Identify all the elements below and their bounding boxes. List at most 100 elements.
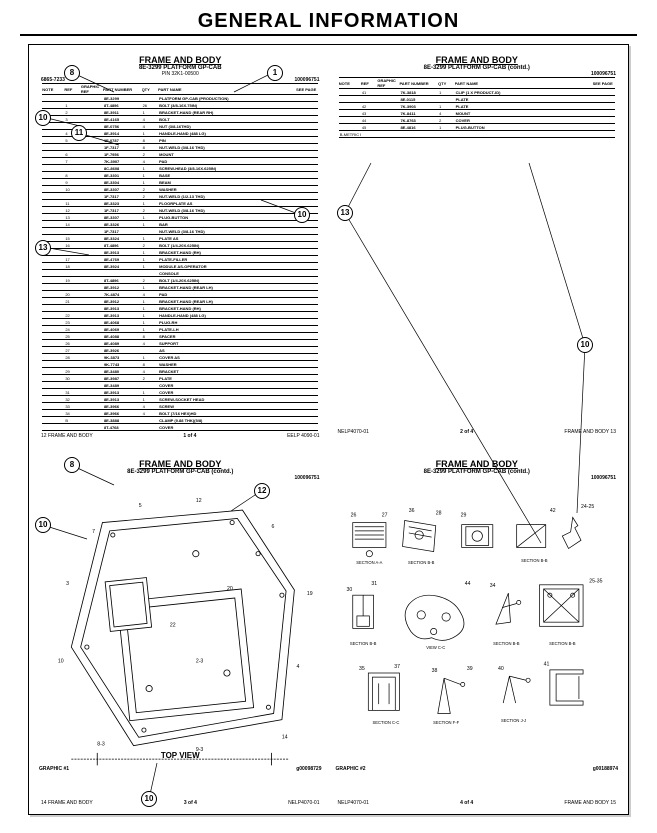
- page: GENERAL INFORMATION 8 1 10 11 13: [0, 0, 657, 833]
- svg-text:30: 30: [346, 587, 352, 593]
- table-row: 77K-39074PAD: [42, 158, 318, 165]
- callout-8: 8: [64, 65, 80, 81]
- p2-foot-l: NELP4070-01: [338, 429, 369, 435]
- table-row: 248E-40691PLATE-LH: [42, 326, 318, 333]
- table-row: 228E-39131HANDLE-HAND (488 LG): [42, 312, 318, 319]
- p2-foot-r: FRAME AND BODY 13: [564, 429, 616, 435]
- panel-4: FRAME AND BODY 8E-3299 PLATFORM GP-CAB (…: [332, 459, 623, 804]
- table-row: 188E-39241MODULE AS-OPERATOR: [42, 263, 318, 270]
- p3-foot-l: 14 FRAME AND BODY: [41, 800, 93, 806]
- svg-text:SECTION B-B: SECTION B-B: [407, 560, 434, 565]
- table-row: 298E-34804BRACKET: [42, 368, 318, 375]
- table-row: 338E-39664SCREW: [42, 403, 318, 410]
- table-row: 28E-39111BRACKET-HAND (REAR RH): [42, 109, 318, 116]
- svg-text:VIEW C-C: VIEW C-C: [426, 645, 445, 650]
- table-row: 8E-3489COVER: [42, 382, 318, 389]
- p4-foot-c: 4 of 4: [460, 800, 473, 806]
- table-row: 8E-39121BRACKET-HAND (REAR LH): [42, 284, 318, 291]
- parts-table-2: NOTEREFGRAPHIC REFPART NUMBERQTYPART NAM…: [339, 77, 615, 138]
- panel1-title: FRAME AND BODY: [35, 55, 326, 65]
- table-row: 18T-489626BOLT (3/8-16X.75IN): [42, 102, 318, 109]
- svg-text:36: 36: [408, 508, 414, 514]
- svg-text:SECTION B-B: SECTION B-B: [349, 641, 376, 646]
- table-row: 238E-40681PLUG-RH: [42, 319, 318, 326]
- table-row: 218E-39121BRACKET-HAND (REAR LH): [42, 298, 318, 305]
- table-row: 427K-39031PLATE: [339, 103, 615, 110]
- panel2-title: FRAME AND BODY: [332, 55, 623, 65]
- graphic-code-2: g00188974: [593, 766, 618, 772]
- table-row: 118E-33231FLOORPLATE AS: [42, 200, 318, 207]
- svg-text:6: 6: [272, 524, 275, 530]
- svg-text:27: 27: [381, 512, 387, 518]
- p2-foot-c: 2 of 4: [460, 429, 473, 435]
- table-row: 121F-73172NUT-WELD (3/8-16 THD): [42, 207, 318, 214]
- table-row: 1F-73178NUT-WELD (3/8-16 THD): [42, 144, 318, 151]
- table-row: 308E-39872PLATE: [42, 375, 318, 382]
- svg-text:28: 28: [435, 510, 441, 516]
- graphic-1-label: GRAPHIC #1: [39, 766, 69, 772]
- callout-13b: 13: [337, 205, 353, 221]
- panel-2: FRAME AND BODY 8E-3299 PLATFORM GP-CAB (…: [332, 55, 623, 435]
- panel-1: FRAME AND BODY 8E-3299 PLATFORM GP-CAB P…: [35, 55, 326, 435]
- svg-text:SECTION A-A: SECTION A-A: [356, 560, 382, 565]
- table-row: 1F-73172NUT-WELD (1/2-13 THD): [42, 193, 318, 200]
- callout-12: 12: [254, 483, 270, 499]
- table-row: 447K-87632COVER: [339, 117, 615, 124]
- table-row: 258E-40888SPACER: [42, 333, 318, 340]
- callout-8b: 8: [64, 457, 80, 473]
- sections-svg: SECTION A-A SECTION B-B SECTION B-B SECT…: [332, 481, 623, 782]
- table-row: 158E-33241PLATE AS: [42, 235, 318, 242]
- callout-1: 1: [267, 65, 283, 81]
- svg-text:25-35: 25-35: [589, 579, 602, 585]
- svg-text:35: 35: [358, 666, 364, 672]
- table-row: 278E-3926AS: [42, 347, 318, 354]
- svg-text:37: 37: [394, 664, 400, 670]
- panel4-footer: NELP4070-01 4 of 4 FRAME AND BODY 15: [332, 798, 623, 806]
- title-underline: [20, 34, 637, 36]
- svg-text:34: 34: [489, 583, 495, 589]
- table-row: 458E-48161PLUG-BUTTON: [339, 124, 615, 131]
- table-row: 8C-86081SCREW-HEAD (3/8-16X.625IN): [42, 165, 318, 172]
- table-row: 108E-33072WASHER: [42, 186, 318, 193]
- svg-text:14: 14: [282, 734, 288, 740]
- p3-foot-c: 3 of 4: [184, 800, 197, 806]
- graphic-code-1: g00098729: [296, 766, 321, 772]
- content-box: 8 1 10 11 13 10 13 10 8 10 12 10 FRAME A…: [28, 44, 629, 815]
- callout-10a: 10: [35, 110, 51, 126]
- callout-13a: 13: [35, 240, 51, 256]
- table-row: 61F-79562MOUNT: [42, 151, 318, 158]
- svg-text:4: 4: [296, 664, 299, 670]
- svg-text:41: 41: [543, 662, 549, 668]
- svg-text:20: 20: [227, 586, 233, 592]
- panel1-footer: 12 FRAME AND BODY 1 of 4 EELP 4090-01: [35, 431, 326, 439]
- table-row: 168T-48962BOLT (1/4-20X.625IN): [42, 242, 318, 249]
- table-row: 289K-38731COVER AS: [42, 354, 318, 361]
- table-row: 88E-33011BASE: [42, 172, 318, 179]
- svg-text:22: 22: [170, 622, 176, 628]
- p1-foot-l: 12 FRAME AND BODY: [41, 433, 93, 439]
- p1-foot-r: EELP 4090-01: [287, 433, 319, 439]
- svg-text:5: 5: [139, 503, 142, 509]
- svg-text:29: 29: [460, 512, 466, 518]
- svg-text:26: 26: [350, 512, 356, 518]
- svg-text:2-3: 2-3: [196, 659, 204, 665]
- table-row: 98E-33041BEAM: [42, 179, 318, 186]
- table-row: 348E-39664BOLT (7/16 HEX)HD: [42, 410, 318, 417]
- callout-10b: 10: [294, 207, 310, 223]
- drawing-top-view: 512 619 414 9-38-3 103 722 2-320 TOP: [35, 481, 326, 782]
- table-row: 148E-33261BAR: [42, 221, 318, 228]
- table-row: B-METRIC PART: [339, 131, 615, 138]
- drawing-sections: SECTION A-A SECTION B-B SECTION B-B SECT…: [332, 481, 623, 782]
- table-row: 138E-33071PLUG-BUTTON: [42, 214, 318, 221]
- callout-10d: 10: [35, 517, 51, 533]
- topview-svg: 512 619 414 9-38-3 103 722 2-320: [35, 481, 326, 782]
- table-row: 328E-39131SCREW-SOCKET HEAD: [42, 396, 318, 403]
- svg-text:8-3: 8-3: [97, 742, 105, 748]
- svg-text:SECTION B-B: SECTION B-B: [521, 558, 548, 563]
- callout-10e: 10: [141, 791, 157, 807]
- svg-text:SECTION B-B: SECTION B-B: [549, 641, 576, 646]
- svg-text:42: 42: [549, 508, 555, 514]
- callout-10c: 10: [577, 337, 593, 353]
- svg-text:44: 44: [464, 581, 470, 587]
- code-left: 6865-7233: [41, 77, 65, 83]
